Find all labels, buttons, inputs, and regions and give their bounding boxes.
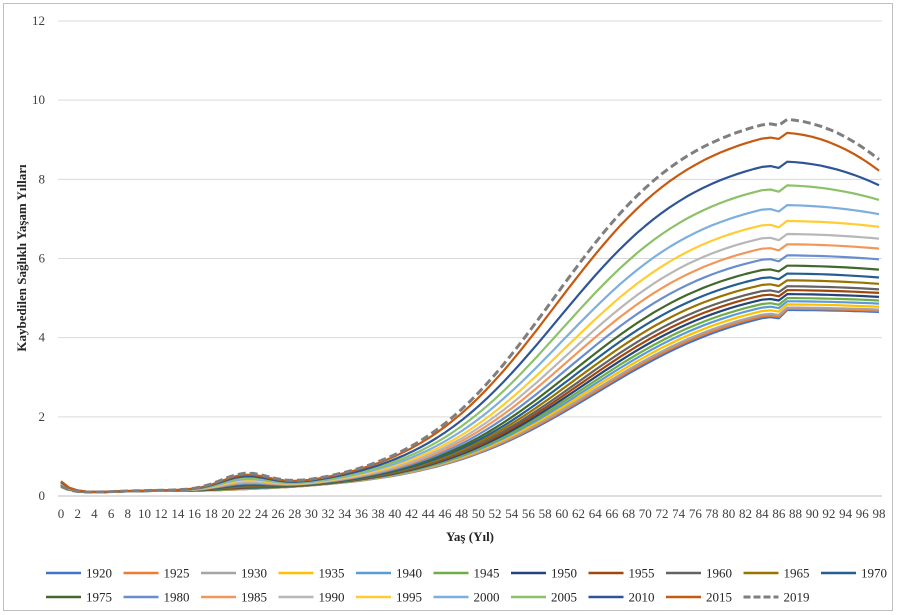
x-tick-label: 24 bbox=[255, 506, 269, 521]
gridlines bbox=[58, 20, 882, 497]
x-tick-label: 88 bbox=[789, 506, 802, 521]
series-line-1950 bbox=[60, 293, 880, 494]
x-tick-label: 76 bbox=[689, 506, 703, 521]
legend-label-1935: 1935 bbox=[319, 566, 345, 581]
legend-label-1920: 1920 bbox=[86, 566, 112, 581]
chart-frame bbox=[3, 3, 893, 611]
y-axis-ticks: 0 2 4 6 8 10 12 bbox=[32, 13, 46, 503]
x-tick-label: 20 bbox=[221, 506, 234, 521]
x-tick-label: 42 bbox=[405, 506, 418, 521]
y-tick-label: 12 bbox=[32, 13, 45, 28]
legend-label-2010: 2010 bbox=[629, 590, 655, 605]
series-line-1975 bbox=[60, 264, 880, 494]
x-tick-label: 64 bbox=[589, 506, 603, 521]
x-tick-label: 70 bbox=[639, 506, 652, 521]
x-tick-label: 96 bbox=[856, 506, 870, 521]
x-tick-label: 0 bbox=[58, 506, 65, 521]
legend-label-1970: 1970 bbox=[861, 566, 887, 581]
legend-label-1980: 1980 bbox=[164, 590, 190, 605]
x-tick-label: 56 bbox=[522, 506, 536, 521]
legend-label-1955: 1955 bbox=[629, 566, 655, 581]
legend-label-1965: 1965 bbox=[784, 566, 810, 581]
legend-label-1925: 1925 bbox=[164, 566, 190, 581]
x-tick-label: 14 bbox=[171, 506, 185, 521]
legend-label-1950: 1950 bbox=[551, 566, 577, 581]
x-tick-label: 26 bbox=[272, 506, 286, 521]
x-tick-label: 62 bbox=[572, 506, 585, 521]
x-axis-title: Yaş (Yıl) bbox=[446, 529, 494, 544]
x-tick-label: 6 bbox=[108, 506, 115, 521]
x-tick-label: 4 bbox=[91, 506, 98, 521]
x-tick-label: 48 bbox=[455, 506, 468, 521]
x-tick-label: 2 bbox=[74, 506, 81, 521]
x-tick-label: 58 bbox=[539, 506, 552, 521]
x-tick-label: 28 bbox=[288, 506, 301, 521]
x-tick-label: 98 bbox=[873, 506, 886, 521]
series-line-1935 bbox=[60, 303, 880, 494]
x-tick-label: 68 bbox=[622, 506, 635, 521]
legend-label-2019: 2019 bbox=[784, 590, 810, 605]
legend-label-1995: 1995 bbox=[396, 590, 422, 605]
x-tick-label: 54 bbox=[505, 506, 519, 521]
x-tick-label: 94 bbox=[839, 506, 853, 521]
x-tick-label: 12 bbox=[155, 506, 168, 521]
legend-label-1960: 1960 bbox=[706, 566, 732, 581]
y-tick-label: 10 bbox=[32, 92, 45, 107]
x-tick-label: 74 bbox=[672, 506, 686, 521]
y-tick-label: 6 bbox=[39, 251, 46, 266]
x-tick-label: 34 bbox=[338, 506, 352, 521]
y-tick-label: 8 bbox=[39, 171, 46, 186]
x-tick-label: 52 bbox=[489, 506, 502, 521]
x-tick-label: 18 bbox=[205, 506, 218, 521]
x-tick-label: 60 bbox=[555, 506, 568, 521]
y-axis-title: Kaybedilen Sağlıklı Yaşam Yılları bbox=[14, 164, 29, 352]
legend-label-2000: 2000 bbox=[474, 590, 500, 605]
y-tick-label: 0 bbox=[39, 488, 46, 503]
y-tick-label: 2 bbox=[39, 409, 46, 424]
x-tick-label: 10 bbox=[138, 506, 151, 521]
x-tick-label: 66 bbox=[605, 506, 619, 521]
y-tick-label: 4 bbox=[39, 330, 46, 345]
x-tick-label: 78 bbox=[706, 506, 719, 521]
legend-label-1945: 1945 bbox=[474, 566, 500, 581]
legend-label-1975: 1975 bbox=[86, 590, 112, 605]
x-tick-label: 84 bbox=[756, 506, 770, 521]
x-tick-label: 86 bbox=[772, 506, 786, 521]
x-tick-label: 92 bbox=[822, 506, 835, 521]
legend-label-2005: 2005 bbox=[551, 590, 577, 605]
series-line-2019 bbox=[60, 117, 880, 494]
x-tick-label: 38 bbox=[372, 506, 385, 521]
series-line-1945 bbox=[60, 297, 880, 494]
x-axis-ticks: 0 2 4 6 8 10 12 14 16 18 20 22 24 26 28 30 32 34 36 38 40 42 4… bbox=[58, 506, 886, 521]
x-tick-label: 32 bbox=[322, 506, 335, 521]
x-tick-label: 30 bbox=[305, 506, 318, 521]
x-tick-label: 90 bbox=[806, 506, 819, 521]
x-tick-label: 16 bbox=[188, 506, 202, 521]
legend-label-2015: 2015 bbox=[706, 590, 732, 605]
x-tick-label: 36 bbox=[355, 506, 369, 521]
legend-label-1990: 1990 bbox=[319, 590, 345, 605]
legend-label-1985: 1985 bbox=[241, 590, 267, 605]
x-tick-label: 40 bbox=[388, 506, 401, 521]
legend: 1920 1925 1930 1935 1940 1945 1950 1955 1960 1965… bbox=[46, 566, 887, 605]
x-tick-label: 50 bbox=[472, 506, 485, 521]
x-tick-label: 22 bbox=[238, 506, 251, 521]
series-lines bbox=[60, 117, 880, 494]
series-line-1940 bbox=[60, 300, 880, 494]
x-tick-label: 72 bbox=[655, 506, 668, 521]
x-tick-label: 46 bbox=[438, 506, 452, 521]
x-tick-label: 80 bbox=[722, 506, 735, 521]
x-tick-label: 82 bbox=[739, 506, 752, 521]
x-tick-label: 44 bbox=[422, 506, 436, 521]
legend-label-1930: 1930 bbox=[241, 566, 267, 581]
legend-label-1940: 1940 bbox=[396, 566, 422, 581]
x-tick-label: 8 bbox=[125, 506, 132, 521]
